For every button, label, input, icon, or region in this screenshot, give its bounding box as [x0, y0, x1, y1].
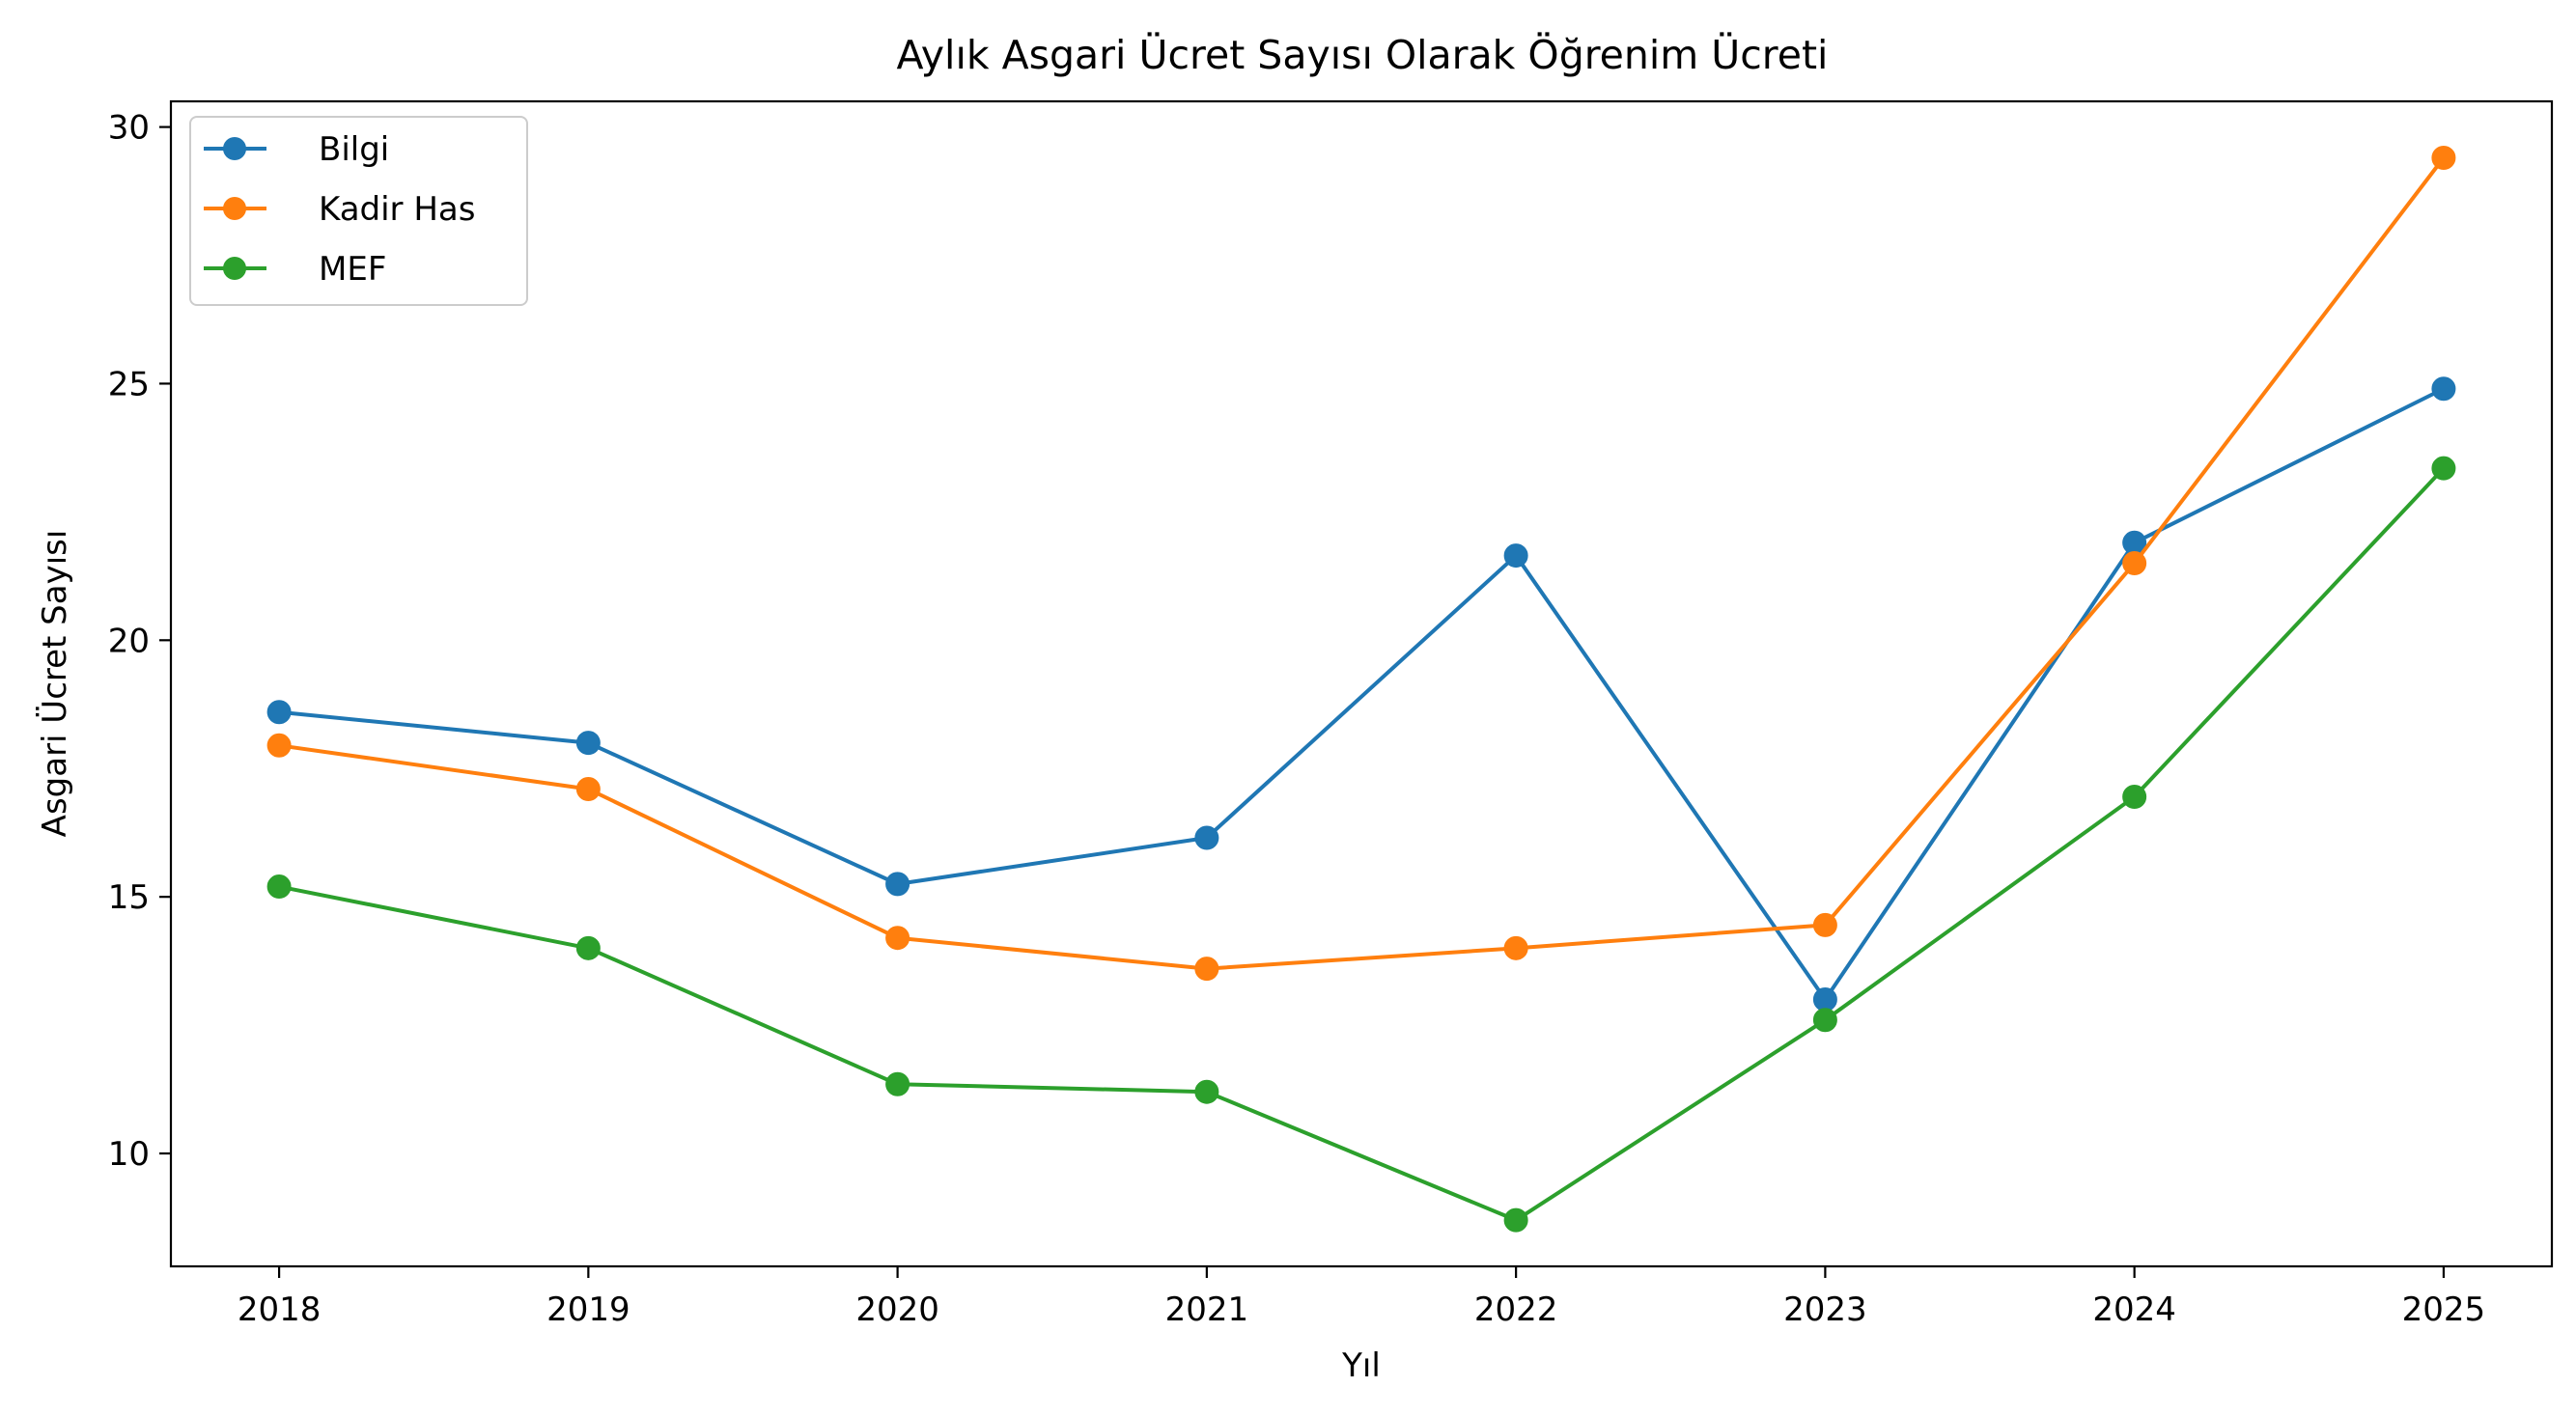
y-tick-label: 20: [108, 622, 150, 660]
data-point-mef: [885, 1071, 910, 1096]
data-point-kadir-has: [575, 777, 601, 802]
x-tick-label: 2019: [546, 1290, 630, 1329]
series-line-kadir-has: [278, 156, 2446, 971]
x-tick-label: 2022: [1474, 1290, 1558, 1329]
data-point-bilgi: [2431, 376, 2456, 402]
data-point-kadir-has: [885, 926, 910, 951]
legend-marker-mef: [223, 257, 246, 280]
y-axis-ticks: 10 15 20 25 30: [108, 109, 171, 1174]
plot-area: [266, 145, 2456, 1233]
legend-marker-kadir-has: [223, 197, 246, 220]
data-point-mef: [575, 935, 601, 960]
data-point-mef: [2431, 456, 2456, 481]
data-point-kadir-has: [2431, 145, 2456, 170]
data-point-kadir-has: [2122, 551, 2147, 576]
x-tick-label: 2025: [2402, 1290, 2486, 1329]
y-tick-label: 25: [108, 365, 150, 403]
data-point-bilgi: [885, 872, 910, 897]
x-axis-ticks: 2018 2019 2020 2021 2022 2023 2024 2025: [238, 1266, 2485, 1329]
legend-label-mef: MEF: [319, 250, 386, 289]
data-point-kadir-has: [266, 733, 292, 758]
x-tick-label: 2020: [855, 1290, 939, 1329]
y-tick-label: 30: [108, 109, 150, 148]
data-point-kadir-has: [1194, 957, 1219, 982]
x-tick-label: 2021: [1165, 1290, 1249, 1329]
data-point-bilgi: [266, 700, 292, 725]
x-tick-label: 2024: [2092, 1290, 2176, 1329]
legend-marker-bilgi: [223, 137, 246, 160]
data-point-mef: [2122, 784, 2147, 809]
data-point-mef: [1812, 1008, 1837, 1033]
legend-label-kadir-has: Kadir Has: [319, 190, 475, 229]
legend-frame: [189, 116, 528, 306]
legend-label-bilgi: Bilgi: [319, 130, 389, 169]
y-tick-label: 10: [108, 1135, 150, 1174]
data-point-bilgi: [1194, 825, 1219, 850]
data-point-mef: [1194, 1079, 1219, 1104]
legend: Bilgi Kadir Has MEF: [189, 116, 528, 306]
data-point-bilgi: [1812, 987, 1837, 1013]
x-tick-label: 2018: [238, 1290, 322, 1329]
y-tick-label: 15: [108, 878, 150, 917]
data-point-mef: [266, 874, 292, 900]
x-axis-label: Yıl: [1341, 1346, 1381, 1385]
y-axis-label: Asgari Ücret Sayısı: [35, 530, 74, 838]
data-point-bilgi: [575, 731, 601, 756]
data-point-bilgi: [1503, 543, 1528, 569]
axes-frame: [169, 99, 2554, 1268]
x-tick-label: 2023: [1783, 1290, 1867, 1329]
series-line-bilgi: [278, 386, 2445, 1002]
data-point-mef: [1503, 1207, 1528, 1233]
chart-title: Aylık Asgari Ücret Sayısı Olarak Öğrenim…: [897, 32, 1829, 78]
series-line-mef: [278, 466, 2446, 1223]
data-point-kadir-has: [1503, 935, 1528, 960]
data-point-kadir-has: [1812, 912, 1837, 937]
